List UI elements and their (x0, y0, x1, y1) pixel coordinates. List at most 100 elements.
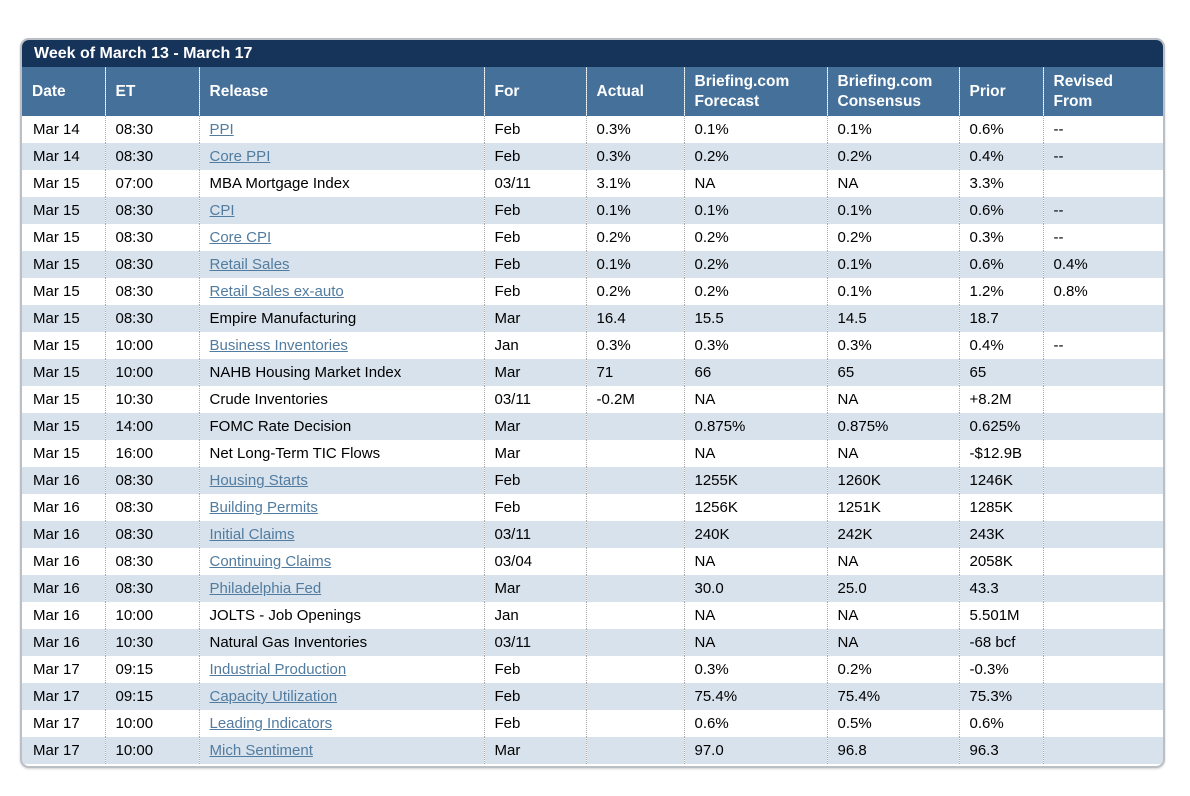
cell-revised (1042, 548, 1163, 575)
release-link[interactable]: Industrial Production (209, 661, 347, 678)
cell-revised (1042, 467, 1163, 494)
column-header-actual: Actual (585, 67, 684, 116)
cell-date: Mar 15 (22, 251, 105, 278)
release-link[interactable]: Capacity Utilization (209, 688, 338, 705)
cell-revised: -- (1042, 332, 1163, 359)
cell-actual: 0.1% (585, 197, 684, 224)
cell-prior: 243K (958, 521, 1043, 548)
table-row: Mar 15 14:00 FOMC Rate Decision Mar 0.875% 0.… (22, 413, 1163, 440)
cell-revised (1042, 440, 1163, 467)
cell-consensus: 0.5% (826, 710, 959, 737)
table-row: Mar 15 10:00 Business Inventories Jan 0.3% 0.… (22, 332, 1163, 359)
release-link[interactable]: Housing Starts (209, 472, 308, 489)
cell-prior: 0.6% (958, 116, 1043, 143)
release-link[interactable]: Core CPI (209, 229, 272, 246)
cell-actual (585, 575, 684, 602)
release-link[interactable]: CPI (209, 202, 235, 219)
release-link[interactable]: Building Permits (209, 499, 318, 516)
release-link[interactable]: PPI (209, 121, 234, 138)
cell-et: 08:30 (104, 143, 199, 170)
cell-revised (1042, 494, 1163, 521)
cell-date: Mar 15 (22, 359, 105, 386)
cell-forecast: 0.2% (683, 278, 827, 305)
cell-release: Leading Indicators (198, 710, 484, 737)
cell-date: Mar 15 (22, 386, 105, 413)
cell-et: 10:00 (104, 359, 199, 386)
cell-et: 08:30 (104, 521, 199, 548)
release-link[interactable]: Philadelphia Fed (209, 580, 322, 597)
week-title: Week of March 13 - March 17 (34, 45, 253, 62)
cell-release: PPI (198, 116, 484, 143)
cell-actual (585, 467, 684, 494)
release-link[interactable]: Business Inventories (209, 337, 348, 354)
cell-for: Jan (483, 332, 586, 359)
cell-et: 08:30 (104, 494, 199, 521)
table-row: Mar 16 10:30 Natural Gas Inventories 03/11 N… (22, 629, 1163, 656)
cell-revised: -- (1042, 197, 1163, 224)
table-row: Mar 16 08:30 Continuing Claims 03/04 NA NA 205… (22, 548, 1163, 575)
cell-revised (1042, 629, 1163, 656)
release-link[interactable]: Retail Sales ex-auto (209, 283, 344, 300)
cell-release: MBA Mortgage Index (198, 170, 484, 197)
cell-revised: 0.8% (1042, 278, 1163, 305)
cell-release: FOMC Rate Decision (198, 413, 484, 440)
cell-actual (585, 413, 684, 440)
table-row: Mar 15 08:30 Retail Sales Feb 0.1% 0.2% 0.1% 0.… (22, 251, 1163, 278)
release-link[interactable]: Retail Sales (209, 256, 290, 273)
cell-date: Mar 17 (22, 710, 105, 737)
cell-for: Feb (483, 494, 586, 521)
column-header-et: ET (104, 67, 199, 116)
cell-forecast: 1256K (683, 494, 827, 521)
cell-actual (585, 548, 684, 575)
cell-revised (1042, 575, 1163, 602)
cell-date: Mar 15 (22, 197, 105, 224)
cell-prior: 3.3% (958, 170, 1043, 197)
cell-et: 16:00 (104, 440, 199, 467)
cell-et: 10:30 (104, 386, 199, 413)
cell-forecast: 240K (683, 521, 827, 548)
cell-prior: -68 bcf (958, 629, 1043, 656)
cell-forecast: NA (683, 440, 827, 467)
cell-for: Feb (483, 656, 586, 683)
cell-et: 08:30 (104, 575, 199, 602)
cell-actual: 0.3% (585, 332, 684, 359)
cell-et: 08:30 (104, 251, 199, 278)
cell-consensus: 0.1% (826, 251, 959, 278)
cell-et: 09:15 (104, 656, 199, 683)
cell-prior: 43.3 (958, 575, 1043, 602)
cell-et: 09:15 (104, 683, 199, 710)
cell-forecast: 97.0 (683, 737, 827, 764)
cell-et: 08:30 (104, 197, 199, 224)
cell-for: Mar (483, 359, 586, 386)
cell-forecast: NA (683, 170, 827, 197)
cell-revised (1042, 656, 1163, 683)
cell-forecast: 0.2% (683, 251, 827, 278)
cell-consensus: 25.0 (826, 575, 959, 602)
cell-forecast: 0.6% (683, 710, 827, 737)
release-link[interactable]: Core PPI (209, 148, 271, 165)
cell-actual: 3.1% (585, 170, 684, 197)
cell-forecast: 15.5 (683, 305, 827, 332)
cell-prior: 0.6% (958, 197, 1043, 224)
cell-release: JOLTS - Job Openings (198, 602, 484, 629)
cell-for: Mar (483, 575, 586, 602)
table-row: Mar 16 08:30 Initial Claims 03/11 240K 242K 24… (22, 521, 1163, 548)
release-link[interactable]: Mich Sentiment (209, 742, 313, 759)
cell-release: Net Long-Term TIC Flows (198, 440, 484, 467)
cell-date: Mar 17 (22, 656, 105, 683)
cell-forecast: 0.3% (683, 656, 827, 683)
cell-prior: 2058K (958, 548, 1043, 575)
release-link[interactable]: Leading Indicators (209, 715, 333, 732)
cell-prior: 0.6% (958, 251, 1043, 278)
cell-forecast: 0.2% (683, 224, 827, 251)
cell-forecast: 1255K (683, 467, 827, 494)
table-row: Mar 17 10:00 Leading Indicators Feb 0.6% 0.5%… (22, 710, 1163, 737)
release-link[interactable]: Initial Claims (209, 526, 295, 543)
cell-prior: 75.3% (958, 683, 1043, 710)
cell-forecast: NA (683, 548, 827, 575)
table-row: Mar 17 10:00 Mich Sentiment Mar 97.0 96.8 96.3 (22, 737, 1163, 764)
cell-consensus: NA (826, 548, 959, 575)
column-header-release: Release (198, 67, 484, 116)
cell-forecast: 30.0 (683, 575, 827, 602)
release-link[interactable]: Continuing Claims (209, 553, 332, 570)
